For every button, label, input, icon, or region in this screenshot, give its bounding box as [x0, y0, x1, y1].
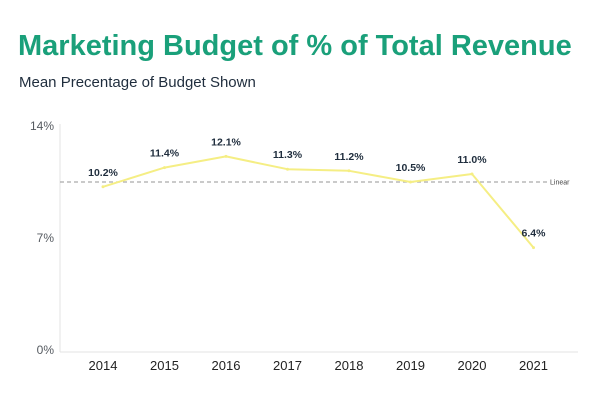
data-label: 11.2%	[334, 151, 364, 163]
data-point	[532, 246, 535, 250]
data-label: 11.0%	[457, 154, 487, 166]
data-point	[286, 167, 289, 171]
data-label: 10.2%	[88, 167, 118, 179]
y-tick-label: 14%	[30, 119, 54, 133]
chart-title: Marketing Budget of % of Total Revenue	[18, 30, 572, 62]
x-tick-label: 2019	[396, 358, 425, 373]
x-tick-label: 2020	[458, 358, 487, 373]
data-point	[163, 166, 166, 170]
reference-line-label: Linear	[550, 180, 570, 187]
y-tick-label: 7%	[37, 231, 55, 245]
x-tick-label: 2021	[519, 358, 548, 373]
x-tick-label: 2016	[212, 358, 241, 373]
data-label: 12.1%	[211, 136, 241, 148]
data-point	[470, 172, 474, 176]
data-label: 10.5%	[396, 162, 426, 174]
x-tick-label: 2014	[89, 358, 118, 373]
x-tick-label: 2018	[335, 358, 364, 373]
x-tick-label: 2017	[273, 358, 302, 373]
data-label: 6.4%	[522, 228, 547, 240]
data-label: 11.4%	[150, 148, 180, 160]
data-point	[409, 180, 412, 184]
y-tick-label: 0%	[37, 343, 55, 357]
chart-subtitle: Mean Precentage of Budget Shown	[19, 74, 256, 91]
series-line	[102, 155, 535, 249]
x-tick-label: 2015	[150, 358, 179, 373]
data-point	[347, 169, 351, 173]
data-label: 11.3%	[273, 149, 303, 161]
data-point	[224, 154, 228, 158]
data-point	[101, 185, 105, 189]
